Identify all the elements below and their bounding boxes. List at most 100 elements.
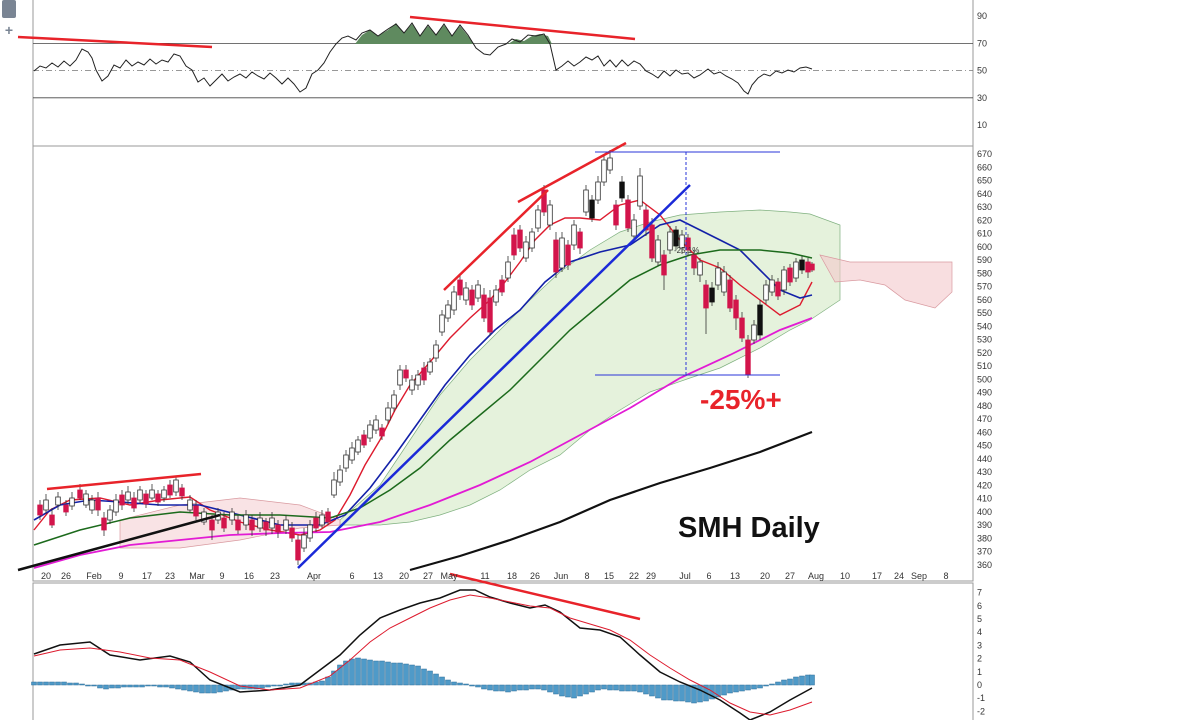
macd-panel-frame (32, 582, 974, 720)
macd-panel (31, 572, 815, 720)
macd-histogram-bar (187, 684, 193, 692)
candle-body (679, 234, 685, 249)
rsi-y-tick-label: 70 (977, 38, 987, 48)
macd-histogram-bar (133, 684, 139, 688)
panel-toggle-button[interactable] (2, 0, 16, 18)
price-y-tick-label: 650 (977, 176, 992, 186)
macd-histogram-bar (277, 684, 283, 687)
macd-histogram-bar (319, 680, 325, 686)
price-y-tick-label: 500 (977, 374, 992, 384)
x-tick-label: 17 (872, 571, 882, 581)
price-y-tick-label: 610 (977, 229, 992, 239)
candlesticks (37, 150, 815, 565)
price-y-tick-label: 420 (977, 480, 992, 490)
add-indicator-button[interactable]: + (4, 22, 14, 38)
candle-body (661, 254, 667, 276)
x-tick-label: 27 (785, 571, 795, 581)
macd-histogram-bar (271, 684, 277, 687)
x-tick-label: 8 (584, 571, 589, 581)
macd-histogram-bar (679, 684, 685, 702)
x-tick-label: 6 (349, 571, 354, 581)
candle-body (487, 297, 493, 333)
price-y-tick-label: 380 (977, 533, 992, 543)
macd-histogram-bar (601, 684, 607, 690)
candle-body (269, 517, 275, 529)
rsi-y-tick-label: 50 (977, 66, 987, 76)
rsi-panel-frame (32, 0, 974, 147)
candle-body (751, 324, 757, 341)
macd-histogram-bar (535, 684, 541, 690)
ema-long-line (33, 249, 813, 546)
rsi-y-tick-label: 90 (977, 11, 987, 21)
macd-histogram-bar (709, 684, 715, 700)
candle-body (263, 521, 269, 531)
candle-body (367, 424, 373, 439)
candle-body (809, 263, 815, 271)
macd-histogram-bar (169, 684, 175, 689)
candle-body (415, 374, 421, 386)
candle-body (155, 493, 161, 503)
macd-histogram-bar (199, 684, 205, 694)
candle-body (739, 317, 745, 339)
x-tick-label: 9 (118, 571, 123, 581)
candle-body (221, 517, 227, 529)
sma-100-line (33, 317, 813, 569)
cloud-green (339, 209, 841, 526)
macd-histogram-bar (541, 684, 547, 691)
candle-body (101, 517, 107, 531)
macd-histogram-bar (109, 684, 115, 689)
macd-histogram-bar (421, 668, 427, 686)
x-tick-label: 17 (142, 571, 152, 581)
macd-histogram-bar (523, 684, 529, 691)
candle-body (243, 514, 249, 526)
macd-histogram-bar (571, 684, 577, 699)
candle-body (201, 511, 207, 523)
x-tick-label: 22 (629, 571, 639, 581)
candle-body (463, 287, 469, 301)
macd-histogram-bar (685, 684, 691, 703)
candle-body (125, 491, 131, 501)
candle-body (229, 511, 235, 521)
x-tick-label: 9 (219, 571, 224, 581)
candle-body (143, 493, 149, 505)
macd-histogram-bar (217, 684, 223, 693)
candle-body (167, 484, 173, 496)
macd-histogram-bar (49, 681, 55, 686)
macd-histogram-bar (481, 684, 487, 690)
x-tick-label: Jun (554, 571, 569, 581)
candle-body (337, 469, 343, 483)
x-tick-label: Apr (307, 571, 321, 581)
macd-histogram-bar (385, 661, 391, 686)
price-y-tick-label: 490 (977, 388, 992, 398)
macd-histogram-bar (565, 684, 571, 698)
x-tick-label: 13 (373, 571, 383, 581)
candle-body (257, 517, 263, 529)
reference-lines (33, 43, 973, 99)
macd-histogram-bar (763, 684, 769, 687)
macd-y-tick-label: 4 (977, 627, 982, 637)
candle-body (553, 239, 559, 273)
price-y-tick-label: 570 (977, 282, 992, 292)
candle-body (559, 237, 565, 269)
macd-histogram-bar (325, 676, 331, 686)
macd-histogram-bar (733, 684, 739, 693)
candle-body (535, 209, 541, 229)
panel-frames (32, 0, 974, 720)
candle-body (655, 239, 661, 263)
macd-histogram-bar (757, 684, 763, 689)
candle-body (499, 279, 505, 293)
candle-body (235, 519, 241, 531)
macd-histogram-bar (355, 657, 361, 686)
macd-histogram-bar (151, 684, 157, 687)
candle-body (55, 496, 61, 506)
candle-body (49, 514, 55, 526)
price-y-tick-label: 440 (977, 454, 992, 464)
candle-body (607, 157, 613, 171)
macd-histogram-bar (721, 684, 727, 696)
macd-histogram-bar (61, 681, 67, 686)
macd-histogram-bar (361, 658, 367, 686)
candle-body (619, 181, 625, 199)
macd-histogram-bar (751, 684, 757, 690)
candle-body (517, 229, 523, 249)
macd-histogram-bar (463, 683, 469, 686)
